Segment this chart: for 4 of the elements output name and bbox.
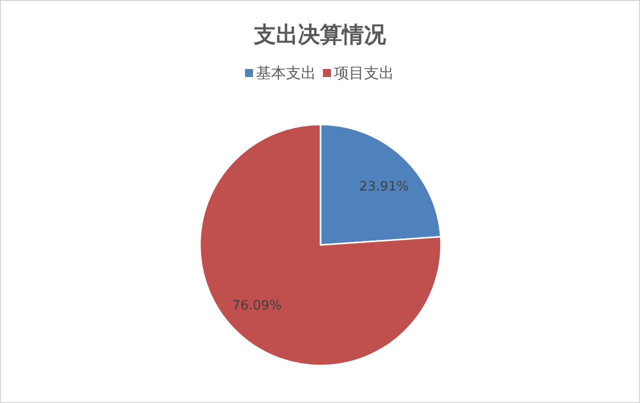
title: 支出决算情况 (254, 23, 386, 48)
legend: 基本支出 项目支出 (245, 64, 394, 82)
legend-label: 基本支出 (256, 64, 316, 82)
legend-label: 项目支出 (334, 64, 394, 82)
